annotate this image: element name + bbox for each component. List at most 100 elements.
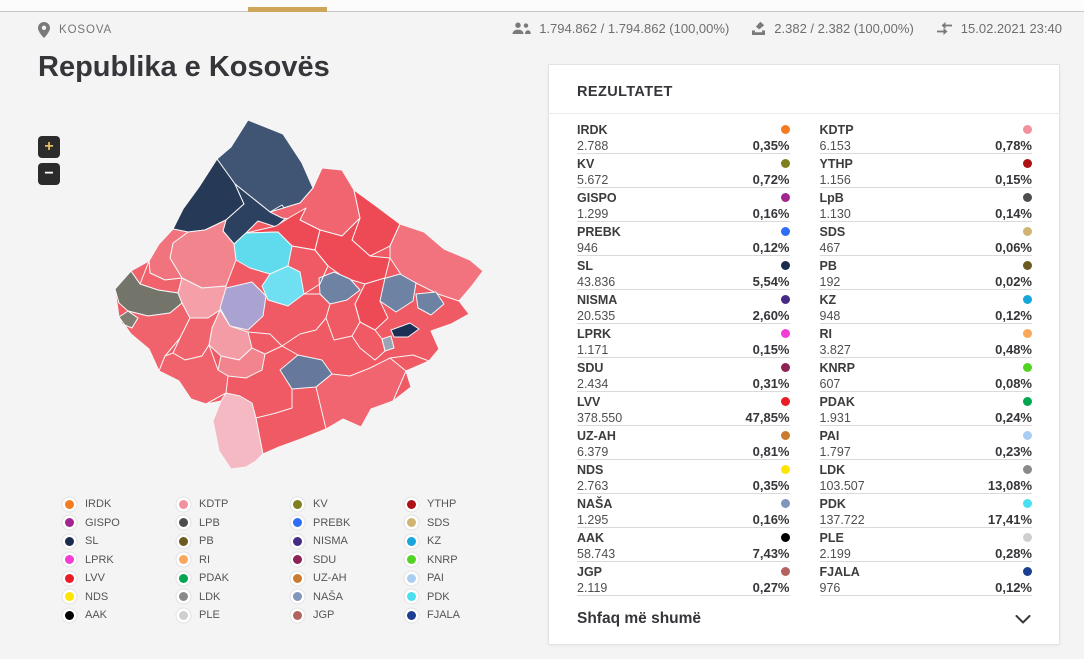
legend-item-sl[interactable]: SL — [62, 535, 176, 547]
result-row-kv[interactable]: KV 5.672 0,72% — [577, 155, 790, 189]
legend-label: IRDK — [85, 498, 112, 511]
party-color-dot — [1023, 533, 1032, 542]
compare-arrows-icon — [936, 22, 952, 35]
result-row-jgp[interactable]: JGP 2.119 0,27% — [577, 563, 790, 597]
vote-percent: 0,27% — [752, 580, 790, 595]
legend-item-lvv[interactable]: LVV — [62, 572, 176, 584]
map-region[interactable] — [212, 392, 264, 470]
result-row-pb[interactable]: PB 192 0,02% — [819, 257, 1032, 291]
legend-label: SDS — [427, 516, 450, 529]
map-region[interactable] — [315, 357, 407, 430]
result-row-ythp[interactable]: YTHP 1.156 0,15% — [819, 155, 1032, 189]
party-color-dot — [179, 536, 188, 546]
legend-item-lpb[interactable]: LPB — [176, 517, 290, 529]
legend-item-ldk[interactable]: LDK — [176, 591, 290, 603]
party-color-dot — [780, 363, 790, 372]
result-row-pai[interactable]: PAI 1.797 0,23% — [819, 427, 1032, 461]
zoom-out-button[interactable]: − — [38, 163, 60, 185]
legend-item-uz-ah[interactable]: UZ-AH — [290, 572, 404, 584]
legend-item-jgp[interactable]: JGP — [290, 609, 404, 621]
map-region[interactable] — [222, 183, 290, 245]
zoom-in-button[interactable]: + — [38, 136, 60, 158]
legend-item-ythp[interactable]: YTHP — [404, 498, 518, 510]
vote-percent: 0,16% — [752, 206, 790, 221]
party-color-dot — [293, 573, 302, 583]
location-pin-icon — [38, 22, 50, 38]
vote-percent: 0,12% — [752, 240, 790, 255]
party-name: LVV — [577, 394, 601, 409]
legend-item-nisma[interactable]: NISMA — [290, 535, 404, 547]
result-row-gispo[interactable]: GISPO 1.299 0,16% — [577, 189, 790, 223]
result-row-pdak[interactable]: PDAK 1.931 0,24% — [819, 393, 1032, 427]
legend-item-kv[interactable]: KV — [290, 498, 404, 510]
legend-item-sds[interactable]: SDS — [404, 517, 518, 529]
result-row-kdtp[interactable]: KDTP 6.153 0,78% — [819, 121, 1032, 155]
result-row-ldk[interactable]: LDK 103.507 13,08% — [819, 461, 1032, 495]
party-color-dot — [1023, 227, 1032, 236]
vote-percent: 2,60% — [752, 308, 790, 323]
party-color-dot — [780, 295, 790, 304]
vote-count: 103.507 — [819, 478, 865, 493]
vote-count: 20.535 — [577, 308, 616, 323]
legend-item-pdk[interactable]: PDK — [404, 591, 518, 603]
legend-item-gispo[interactable]: GISPO — [62, 517, 176, 529]
result-row-ple[interactable]: PLE 2.199 0,28% — [819, 529, 1032, 563]
legend-item-aak[interactable]: AAK — [62, 609, 176, 621]
legend-item-kdtp[interactable]: KDTP — [176, 498, 290, 510]
result-row-knrp[interactable]: KNRP 607 0,08% — [819, 359, 1032, 393]
result-row-prebk[interactable]: PREBK 946 0,12% — [577, 223, 790, 257]
result-row-sds[interactable]: SDS 467 0,06% — [819, 223, 1032, 257]
result-row-fjala[interactable]: FJALA 976 0,12% — [819, 563, 1032, 597]
legend-item-pai[interactable]: PAI — [404, 572, 518, 584]
map-region[interactable] — [219, 281, 267, 331]
legend-item-pb[interactable]: PB — [176, 535, 290, 547]
result-row-naša[interactable]: NAŠA 1.295 0,16% — [577, 495, 790, 529]
result-row-sl[interactable]: SL 43.836 5,54% — [577, 257, 790, 291]
active-tab-indicator — [248, 7, 327, 12]
show-more-button[interactable]: Shfaq më shumë — [549, 597, 1059, 628]
result-row-lprk[interactable]: LPRK 1.171 0,15% — [577, 325, 790, 359]
result-row-pdk[interactable]: PDK 137.722 17,41% — [819, 495, 1032, 529]
party-color-dot — [1023, 363, 1032, 372]
result-row-aak[interactable]: AAK 58.743 7,43% — [577, 529, 790, 563]
result-row-nisma[interactable]: NISMA 20.535 2,60% — [577, 291, 790, 325]
party-color-dot — [780, 431, 790, 440]
stat-updated-value: 15.02.2021 23:40 — [960, 21, 1062, 36]
map-region[interactable] — [158, 344, 229, 405]
vote-percent: 13,08% — [987, 478, 1032, 493]
legend-item-kz[interactable]: KZ — [404, 535, 518, 547]
legend-item-sdu[interactable]: SDU — [290, 554, 404, 566]
legend-item-ple[interactable]: PLE — [176, 609, 290, 621]
legend-item-naša[interactable]: NAŠA — [290, 591, 404, 603]
vote-count: 378.550 — [577, 410, 623, 425]
party-color-dot — [780, 533, 790, 542]
vote-count: 2.434 — [577, 376, 609, 391]
result-row-ri[interactable]: RI 3.827 0,48% — [819, 325, 1032, 359]
vote-percent: 0,08% — [995, 376, 1032, 391]
result-row-sdu[interactable]: SDU 2.434 0,31% — [577, 359, 790, 393]
legend-label: JGP — [313, 609, 335, 622]
result-row-lpb[interactable]: LpB 1.130 0,14% — [819, 189, 1032, 223]
results-grid: IRDK 2.788 0,35% KV 5.672 0,72% GISPO 1.299 0,16… — [549, 114, 1059, 597]
vote-count: 2.788 — [577, 138, 609, 153]
legend-item-pdak[interactable]: PDAK — [176, 572, 290, 584]
legend-item-irdk[interactable]: IRDK — [62, 498, 176, 510]
legend-item-lprk[interactable]: LPRK — [62, 554, 176, 566]
result-row-irdk[interactable]: IRDK 2.788 0,35% — [577, 121, 790, 155]
result-row-kz[interactable]: KZ 948 0,12% — [819, 291, 1032, 325]
legend-item-fjala[interactable]: FJALA — [404, 609, 518, 621]
legend-item-ri[interactable]: RI — [176, 554, 290, 566]
party-name: SL — [577, 258, 593, 273]
result-row-nds[interactable]: NDS 2.763 0,35% — [577, 461, 790, 495]
legend-item-knrp[interactable]: KNRP — [404, 554, 518, 566]
result-row-lvv[interactable]: LVV 378.550 47,85% — [577, 393, 790, 427]
map-region[interactable] — [390, 322, 420, 338]
legend-item-nds[interactable]: NDS — [62, 591, 176, 603]
result-row-uz-ah[interactable]: UZ-AH 6.379 0,81% — [577, 427, 790, 461]
map-region[interactable] — [415, 291, 445, 316]
legend-item-prebk[interactable]: PREBK — [290, 517, 404, 529]
legend-label: SDU — [313, 553, 337, 566]
party-color-dot — [65, 555, 74, 565]
map-region[interactable] — [261, 265, 305, 307]
vote-count: 2.763 — [577, 478, 609, 493]
